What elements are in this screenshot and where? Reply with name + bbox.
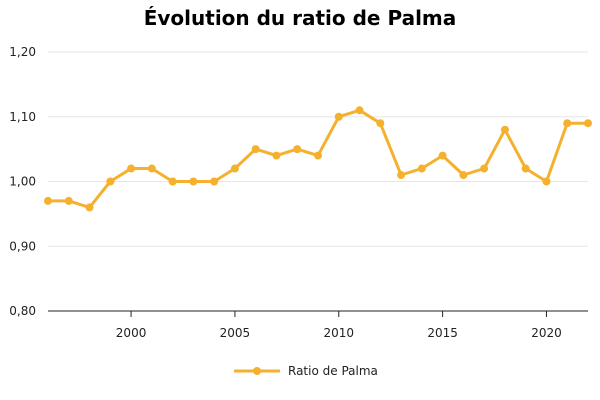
grid-lines [48, 51, 588, 247]
data-point [542, 177, 551, 186]
x-tick-label: 2010 [323, 326, 354, 340]
series-layer [44, 106, 592, 212]
data-point [85, 203, 94, 212]
data-point [127, 164, 136, 173]
data-point [459, 171, 468, 180]
x-tick-label: 2000 [116, 326, 147, 340]
data-point [106, 177, 115, 186]
data-point [64, 196, 73, 205]
legend-label: Ratio de Palma [288, 364, 378, 378]
data-point [500, 125, 509, 134]
data-point [563, 119, 572, 128]
data-point [147, 164, 156, 173]
data-point [272, 151, 281, 160]
data-point [584, 119, 592, 128]
data-point [189, 177, 198, 186]
chart-title: Évolution du ratio de Palma [143, 6, 457, 30]
data-point [355, 106, 364, 115]
x-tick-label: 2015 [427, 326, 458, 340]
x-tick-label: 2020 [531, 326, 562, 340]
x-tick-label: 2005 [220, 326, 251, 340]
data-point [44, 196, 52, 205]
data-point [168, 177, 177, 186]
y-tick-label: 1,10 [9, 110, 36, 124]
data-point [230, 164, 239, 173]
data-point [417, 164, 426, 173]
y-tick-label: 1,20 [9, 45, 36, 59]
y-axis-ticks: 0,80 0,90 1,00 1,10 1,20 [9, 45, 36, 318]
data-point [480, 164, 489, 173]
data-point [521, 164, 530, 173]
data-point [438, 151, 447, 160]
legend: Ratio de Palma [234, 364, 378, 378]
y-tick-label: 0,90 [9, 239, 36, 253]
x-axis: 2000 2005 2010 2015 2020 [48, 310, 588, 340]
y-tick-label: 0,80 [9, 304, 36, 318]
data-point [334, 112, 343, 121]
data-point [210, 177, 219, 186]
data-point [397, 171, 406, 180]
data-point [376, 119, 385, 128]
legend-marker [253, 367, 261, 375]
y-tick-label: 1,00 [9, 175, 36, 189]
data-point [314, 151, 322, 160]
data-point [251, 145, 260, 154]
data-point [293, 145, 302, 154]
